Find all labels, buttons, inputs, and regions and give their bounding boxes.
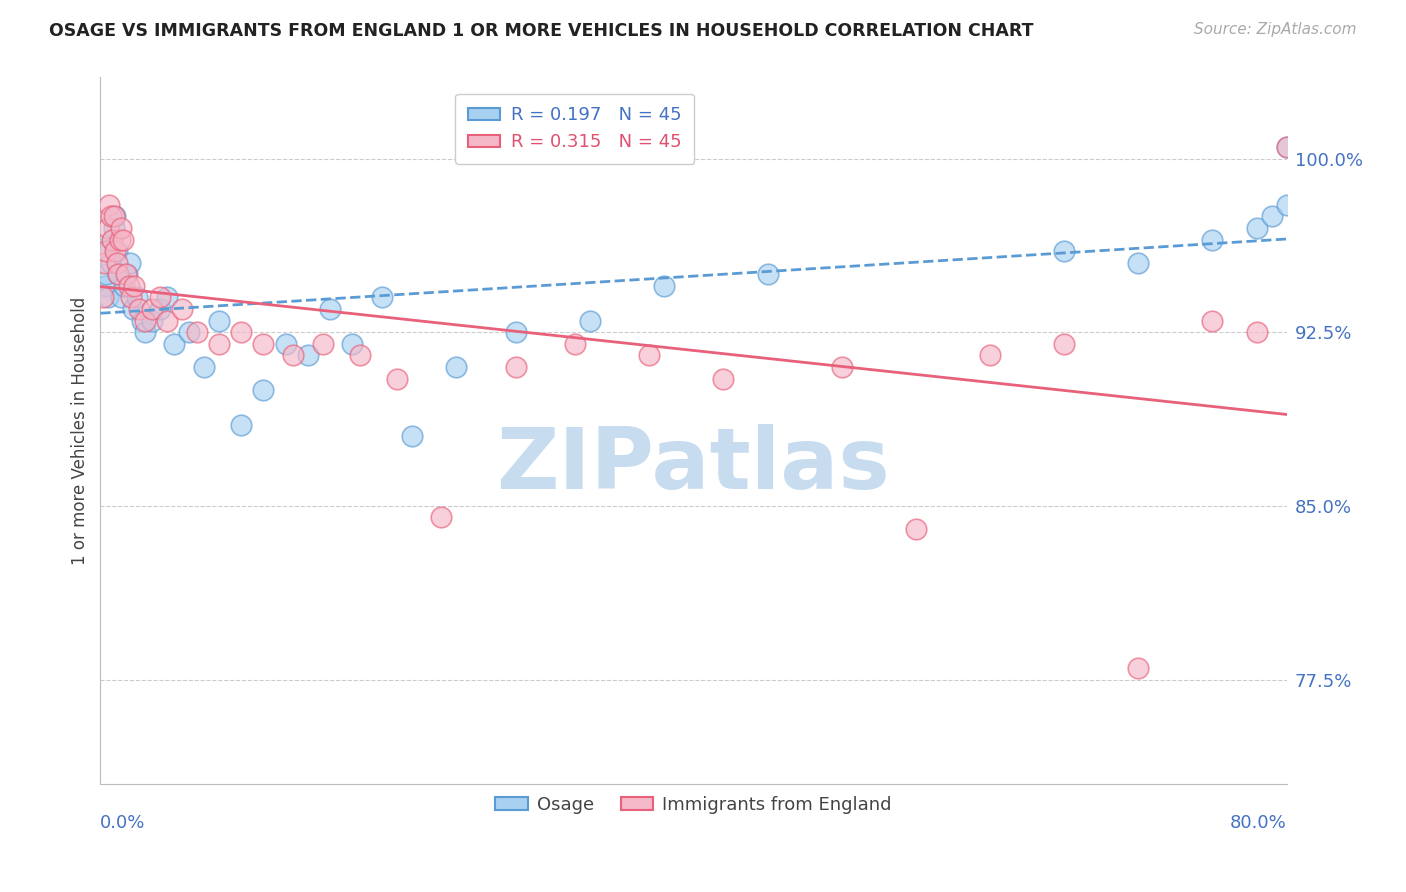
Point [371, 290, 394, 304]
Point [108, 233, 131, 247]
Point [112, 279, 135, 293]
Point [96, 244, 118, 259]
Point [156, 313, 179, 327]
Point [98, 244, 121, 259]
Point [127, 290, 149, 304]
Point [1128, 256, 1150, 270]
Point [342, 336, 364, 351]
Point [193, 359, 215, 374]
Point [385, 371, 408, 385]
Point [349, 348, 371, 362]
Point [100, 210, 122, 224]
Point [105, 244, 128, 259]
Point [97, 290, 120, 304]
Point [98, 198, 121, 212]
Point [101, 233, 124, 247]
Point [1260, 210, 1282, 224]
Point [319, 301, 342, 316]
Point [110, 290, 132, 304]
Point [1201, 313, 1223, 327]
Point [103, 210, 125, 224]
Point [149, 290, 172, 304]
Text: OSAGE VS IMMIGRANTS FROM ENGLAND 1 OR MORE VEHICLES IN HOUSEHOLD CORRELATION CHA: OSAGE VS IMMIGRANTS FROM ENGLAND 1 OR MO… [49, 22, 1033, 40]
Point [91, 290, 114, 304]
Point [100, 256, 122, 270]
Point [252, 336, 274, 351]
Point [831, 359, 853, 374]
Point [131, 313, 153, 327]
Point [107, 268, 129, 282]
Point [118, 256, 141, 270]
Point [1128, 661, 1150, 675]
Point [1275, 140, 1298, 154]
Point [1201, 233, 1223, 247]
Point [122, 301, 145, 316]
Point [252, 383, 274, 397]
Point [104, 244, 127, 259]
Point [115, 268, 138, 282]
Point [111, 233, 134, 247]
Point [208, 313, 231, 327]
Point [163, 336, 186, 351]
Point [231, 325, 253, 339]
Point [564, 336, 586, 351]
Point [128, 301, 150, 316]
Point [179, 325, 201, 339]
Point [97, 221, 120, 235]
Point [134, 325, 156, 339]
Point [1246, 325, 1268, 339]
Point [110, 221, 132, 235]
Point [652, 279, 675, 293]
Point [114, 268, 136, 282]
Point [578, 313, 600, 327]
Point [505, 359, 527, 374]
Point [124, 279, 146, 293]
Point [149, 301, 172, 316]
Point [231, 417, 253, 432]
Point [105, 256, 128, 270]
Point [121, 290, 143, 304]
Point [505, 325, 527, 339]
Point [186, 325, 208, 339]
Point [904, 522, 927, 536]
Point [96, 268, 118, 282]
Point [401, 429, 423, 443]
Point [1275, 198, 1298, 212]
Point [141, 313, 163, 327]
Point [103, 221, 125, 235]
Point [94, 256, 117, 270]
Point [101, 233, 124, 247]
Point [1246, 221, 1268, 235]
Point [94, 279, 117, 293]
Point [134, 313, 156, 327]
Point [756, 268, 779, 282]
Point [281, 348, 304, 362]
Text: 0.0%: 0.0% [100, 814, 146, 832]
Point [430, 510, 453, 524]
Point [1275, 140, 1298, 154]
Point [117, 279, 139, 293]
Point [1053, 244, 1076, 259]
Point [312, 336, 335, 351]
Point [156, 290, 179, 304]
Point [711, 371, 734, 385]
Point [297, 348, 319, 362]
Text: 80.0%: 80.0% [1230, 814, 1286, 832]
Point [170, 301, 193, 316]
Point [141, 301, 163, 316]
Y-axis label: 1 or more Vehicles in Household: 1 or more Vehicles in Household [72, 296, 89, 565]
Point [104, 210, 127, 224]
Point [1053, 336, 1076, 351]
Point [444, 359, 467, 374]
Point [979, 348, 1001, 362]
Point [107, 268, 129, 282]
Text: ZIPatlas: ZIPatlas [496, 425, 890, 508]
Point [208, 336, 231, 351]
Point [274, 336, 297, 351]
Legend: Osage, Immigrants from England: Osage, Immigrants from England [488, 789, 898, 821]
Point [638, 348, 661, 362]
Text: Source: ZipAtlas.com: Source: ZipAtlas.com [1194, 22, 1357, 37]
